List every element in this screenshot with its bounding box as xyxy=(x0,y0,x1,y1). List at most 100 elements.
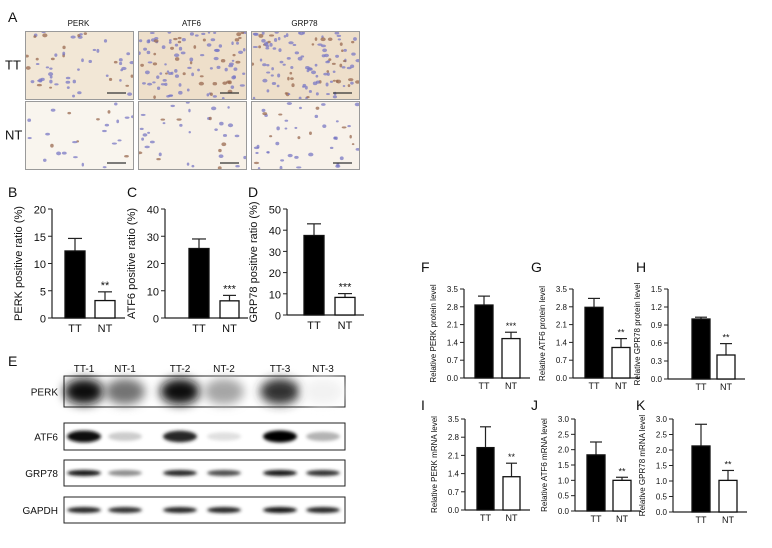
blot-band xyxy=(207,470,241,476)
significance-label: ** xyxy=(508,452,516,462)
y-axis-label: PERK positive ratio (%) xyxy=(13,206,25,321)
bar-nt xyxy=(334,296,356,316)
ihc-image-tt-grp78 xyxy=(251,31,360,100)
y-axis-label: Relative GPR78 mRNA level xyxy=(638,415,647,517)
y-tick-label: 20 xyxy=(34,205,46,217)
blot-protein-label: ATF6 xyxy=(34,433,58,444)
panel-label-h: H xyxy=(636,259,646,275)
y-tick-label: 2.0 xyxy=(558,446,570,455)
x-tick-label: NT xyxy=(98,323,113,335)
blot-band xyxy=(260,378,300,405)
x-tick-label: NT xyxy=(720,382,732,392)
y-tick-label: 1.5 xyxy=(656,462,668,471)
y-axis-label: Relative GPR78 protein level xyxy=(633,282,642,385)
ihc-column-label: GRP78 xyxy=(291,19,318,28)
y-axis-label: Relative PERK mRNA level xyxy=(430,416,439,513)
y-tick-label: 20 xyxy=(147,259,159,271)
y-tick-label: 2.1 xyxy=(447,321,459,330)
y-tick-label: 5 xyxy=(40,286,46,298)
panel-label-c: C xyxy=(127,184,137,200)
blot-protein-label: GRP78 xyxy=(25,469,58,480)
bar-tt xyxy=(691,318,711,380)
panel-label-g: G xyxy=(531,259,542,275)
x-tick-label: TT xyxy=(68,323,82,335)
y-axis-label: GRP78 positive ratio (%) xyxy=(248,201,260,322)
panel-label-a: A xyxy=(8,9,18,25)
x-tick-label: TT xyxy=(696,515,707,525)
y-tick-label: 0.0 xyxy=(448,506,460,515)
panel-label-b: B xyxy=(8,184,17,200)
panel-label-e: E xyxy=(8,353,17,369)
y-tick-label: 2.0 xyxy=(656,446,668,455)
y-tick-label: 0 xyxy=(40,314,46,326)
y-tick-label: 2.8 xyxy=(556,303,568,312)
x-tick-label: NT xyxy=(506,513,518,523)
x-tick-label: NT xyxy=(505,381,517,391)
y-tick-label: 1.2 xyxy=(651,303,663,312)
y-tick-label: 50 xyxy=(269,205,281,217)
y-tick-label: 1.5 xyxy=(651,285,663,294)
y-axis-label: Relative ATF6 mRNA level xyxy=(540,418,549,512)
bar-tt xyxy=(691,445,711,513)
x-tick-label: TT xyxy=(696,382,707,392)
bar-tt xyxy=(303,234,325,316)
y-tick-label: 10 xyxy=(269,289,281,301)
y-tick-label: 30 xyxy=(269,247,281,259)
y-tick-label: 0.0 xyxy=(651,375,663,384)
significance-label: ** xyxy=(722,333,730,343)
y-tick-label: 3.5 xyxy=(556,285,568,294)
y-tick-label: 1.4 xyxy=(447,338,459,347)
y-tick-label: 0.7 xyxy=(448,488,460,497)
panel-label-d: D xyxy=(248,184,258,200)
y-tick-label: 1.4 xyxy=(448,470,460,479)
ihc-row-label: NT xyxy=(5,128,22,143)
y-tick-label: 0.7 xyxy=(556,356,568,365)
blot-band xyxy=(204,378,244,405)
blot-band xyxy=(105,378,145,405)
blot-band xyxy=(303,378,343,405)
bar-tt xyxy=(64,250,86,319)
significance-label: *** xyxy=(339,282,353,294)
y-tick-label: 0.0 xyxy=(656,508,668,517)
x-tick-label: NT xyxy=(338,320,353,332)
blot-band xyxy=(163,507,197,513)
bar-nt xyxy=(219,300,240,319)
bar-tt xyxy=(584,306,604,379)
significance-label: ** xyxy=(101,280,110,292)
y-tick-label: 2.1 xyxy=(448,451,460,460)
y-tick-label: 0.7 xyxy=(447,356,459,365)
bar-nt xyxy=(718,479,738,513)
y-tick-label: 10 xyxy=(147,286,159,298)
bar-nt xyxy=(502,476,521,511)
panel-label-j: J xyxy=(531,397,538,413)
y-tick-label: 3.5 xyxy=(448,415,460,424)
blot-lane-label: NT-1 xyxy=(114,364,136,375)
bar-tt xyxy=(586,454,606,512)
y-tick-label: 3.5 xyxy=(447,285,459,294)
x-tick-label: TT xyxy=(307,320,321,332)
y-tick-label: 40 xyxy=(147,205,159,217)
blot-band xyxy=(207,507,241,513)
ihc-image-tt-atf6 xyxy=(138,31,247,100)
significance-label: ** xyxy=(618,466,626,476)
y-axis-label: Relative ATF6 protein level xyxy=(538,286,547,381)
significance-label: ** xyxy=(724,459,732,469)
x-tick-label: NT xyxy=(222,323,237,335)
y-tick-label: 0 xyxy=(153,314,159,326)
blot-band xyxy=(306,507,340,513)
y-tick-label: 2.5 xyxy=(558,430,570,439)
ihc-column-label: ATF6 xyxy=(182,19,202,28)
y-tick-label: 0.9 xyxy=(651,321,663,330)
ihc-row-label: TT xyxy=(5,58,21,73)
blot-band xyxy=(67,430,101,443)
y-tick-label: 20 xyxy=(269,268,281,280)
blot-band xyxy=(160,378,200,405)
y-tick-label: 0.5 xyxy=(558,492,570,501)
bar-nt xyxy=(612,479,632,512)
x-tick-label: TT xyxy=(479,381,490,391)
x-tick-label: TT xyxy=(192,323,206,335)
panel-label-i: I xyxy=(421,397,425,413)
significance-label: ** xyxy=(617,328,625,338)
blot-band xyxy=(108,432,142,441)
